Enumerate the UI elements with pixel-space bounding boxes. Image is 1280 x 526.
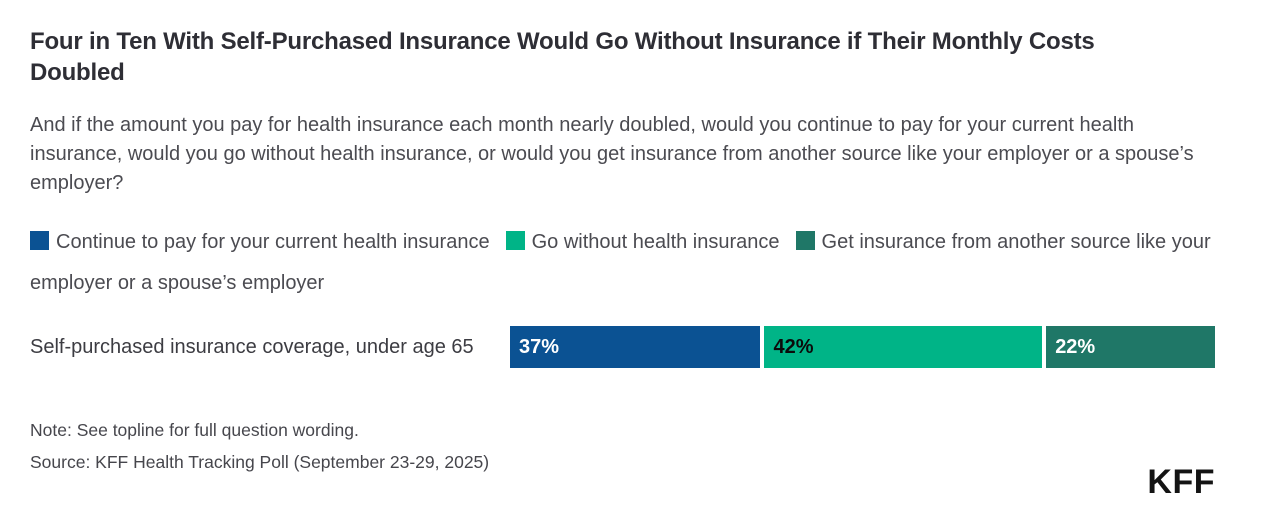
chart-title: Four in Ten With Self-Purchased Insuranc… xyxy=(30,28,1095,86)
source-text: Source: KFF Health Tracking Poll (Septem… xyxy=(30,452,490,472)
legend-swatch-teal-icon xyxy=(505,231,525,250)
bar-segment-other-source: 22% xyxy=(1046,326,1215,368)
category-label: Self-purchased insurance coverage, under… xyxy=(30,336,474,358)
stacked-bar: 37% 42% 22% xyxy=(510,326,1215,368)
bar-segment-go-without: 42% xyxy=(764,326,1043,368)
chart-legend: Continue to pay for your current health … xyxy=(30,222,1215,304)
chart-row: Self-purchased insurance coverage, under… xyxy=(30,326,1215,368)
legend-item-go-without: Go without health insurance xyxy=(505,231,780,253)
legend-item-continue: Continue to pay for your current health … xyxy=(30,231,490,253)
legend-swatch-green-icon xyxy=(795,231,815,250)
chart-footer: Note: See topline for full question word… xyxy=(30,414,1215,478)
note-text: Note: See topline for full question word… xyxy=(30,420,359,440)
bar-value-label: 22% xyxy=(1055,335,1096,358)
bar-segment-continue: 37% xyxy=(510,326,761,368)
bar-value-label: 37% xyxy=(519,335,560,358)
legend-item-other-source: Get insurance from another source like y… xyxy=(30,231,1211,294)
bar-value-label: 42% xyxy=(773,335,814,358)
kff-logo: KFF xyxy=(1147,463,1215,501)
legend-swatch-blue-icon xyxy=(30,231,49,250)
legend-label: Get insurance from another source like y… xyxy=(30,231,1211,294)
legend-label: Go without health insurance xyxy=(531,231,780,253)
chart-subtitle: And if the amount you pay for health ins… xyxy=(30,114,1194,194)
legend-label: Continue to pay for your current health … xyxy=(56,231,490,253)
